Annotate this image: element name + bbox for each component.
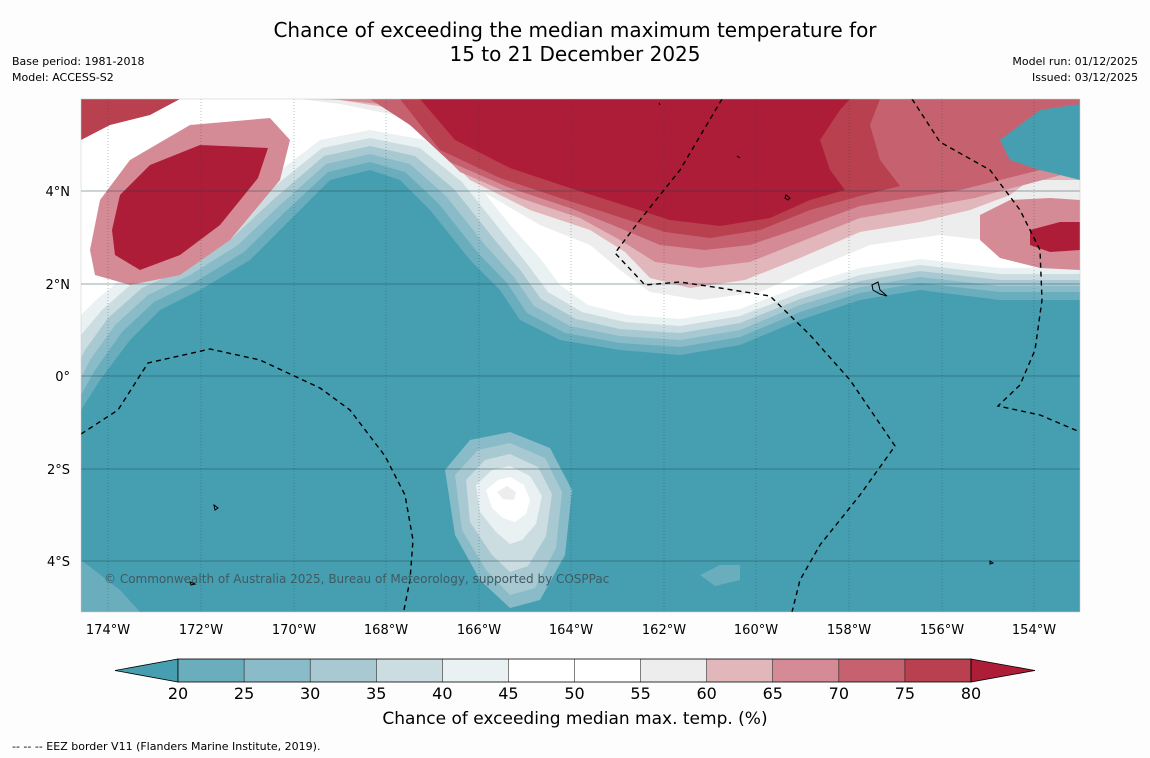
lon-label: 172°W [179, 623, 223, 638]
colorbar-tick-label: 80 [961, 684, 981, 703]
latitude-lines [81, 190, 1080, 562]
colorbar-tick-label: 45 [498, 684, 518, 703]
colorbar-segment [376, 659, 443, 682]
issued-date: Issued: 03/12/2025 [1031, 71, 1138, 84]
cool-patch-southwest [81, 560, 140, 612]
lon-label: 156°W [920, 623, 964, 638]
colorbar-tick-label: 70 [829, 684, 849, 703]
contour-80 [420, 99, 850, 226]
colorbar-label: Chance of exceeding median max. temp. (%… [382, 709, 768, 729]
colorbar-segment [244, 659, 311, 682]
colorbar-tick-label: 60 [696, 684, 716, 703]
lon-label: 160°W [734, 623, 778, 638]
base-period: Base period: 1981-2018 [12, 55, 145, 68]
colorbar-segment [640, 659, 707, 682]
colorbar-segment [904, 659, 971, 682]
lon-label: 154°W [1012, 623, 1056, 638]
lon-label: 170°W [272, 623, 316, 638]
lon-label: 158°W [827, 623, 871, 638]
lat-label: 4°S [47, 555, 70, 570]
model-info: Base period: 1981-2018 Model: ACCESS-S2 [12, 54, 144, 86]
map-title: Chance of exceeding the median maximum t… [0, 18, 1150, 66]
lat-label: 4°N [46, 185, 71, 200]
title-line-2: 15 to 21 December 2025 [449, 42, 701, 66]
lon-label: 174°W [86, 623, 130, 638]
colorbar-segment [574, 659, 641, 682]
colorbar-segment [178, 659, 245, 682]
colorbar-over-arrow [970, 658, 1036, 683]
lat-label: 2°N [46, 278, 71, 293]
warm-patch-northwest [81, 99, 180, 140]
colorbar-tick-label: 30 [300, 684, 320, 703]
colorbar-segment [706, 659, 773, 682]
colorbar-segment [508, 659, 575, 682]
model-run: Model run: 01/12/2025 [1012, 55, 1138, 68]
lat-axis: 4°N 2°N 0° 2°S 4°S [46, 185, 71, 570]
lat-label: 0° [55, 370, 70, 385]
colorbar-tick-label: 50 [564, 684, 584, 703]
eez-legend-note: -- -- -- EEZ border V11 (Flanders Marine… [12, 740, 321, 753]
copyright-notice: © Commonwealth of Australia 2025, Bureau… [104, 572, 610, 586]
colorbar-tick-label: 40 [432, 684, 452, 703]
run-info: Model run: 01/12/2025 Issued: 03/12/2025 [1012, 54, 1138, 86]
map-frame [80, 98, 1081, 613]
colorbar-segment [442, 659, 509, 682]
cool-patch-southeast [700, 565, 740, 586]
colorbar-tick-label: 65 [763, 684, 783, 703]
colorbar-tick-label: 55 [630, 684, 650, 703]
warm-patch-northeast-core [1030, 222, 1080, 252]
colorbar-tick-label: 35 [366, 684, 386, 703]
colorbar-segment [310, 659, 377, 682]
lat-label: 2°S [47, 463, 70, 478]
lon-axis: 174°W 172°W 170°W 168°W 166°W 164°W 162°… [86, 623, 1056, 638]
colorbar: 20 25 30 35 40 45 50 55 60 65 70 75 80 [114, 658, 1036, 703]
colorbar-segment [772, 659, 839, 682]
colorbar-tick-label: 20 [168, 684, 188, 703]
warm-patch-west-core [112, 145, 268, 270]
cool-patch-northeast [1000, 104, 1080, 180]
model-name: Model: ACCESS-S2 [12, 71, 114, 84]
map-area [81, 99, 1080, 612]
islands [189, 102, 995, 586]
colorbar-tick-label: 25 [234, 684, 254, 703]
eez-borders [81, 99, 1080, 612]
lon-label: 166°W [457, 623, 501, 638]
colorbar-segment [838, 659, 905, 682]
contour-south-50 [486, 477, 530, 522]
lon-label: 164°W [549, 623, 593, 638]
lon-label: 168°W [364, 623, 408, 638]
colorbar-tick-label: 75 [895, 684, 915, 703]
lon-label: 162°W [642, 623, 686, 638]
contour-south-55 [497, 486, 516, 500]
colorbar-under-arrow [114, 658, 179, 683]
title-line-1: Chance of exceeding the median maximum t… [273, 18, 877, 42]
